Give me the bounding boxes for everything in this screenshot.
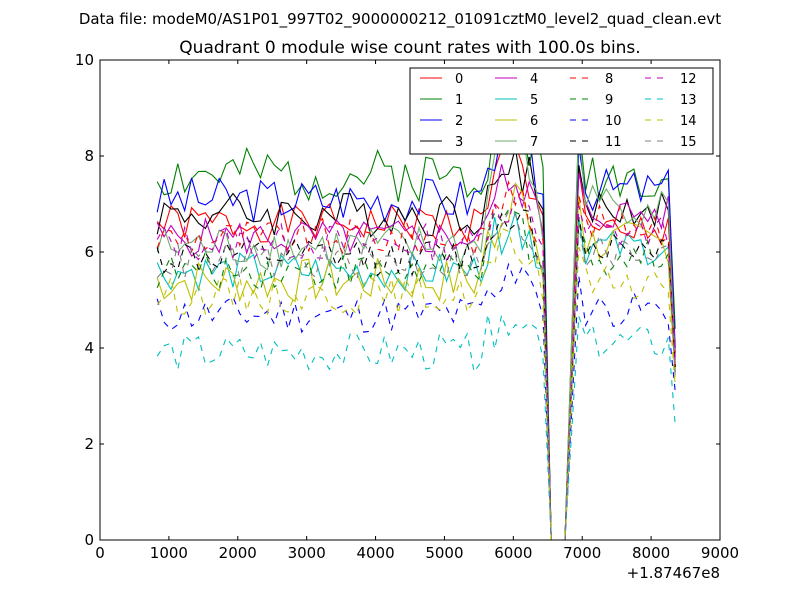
plot-frame (99, 59, 721, 541)
y-tick-label: 2 (84, 435, 94, 453)
series-line-3 (156, 147, 676, 541)
x-tick-label: 0 (95, 544, 105, 562)
y-tick-label: 4 (84, 339, 94, 357)
legend-label-7: 7 (530, 135, 538, 150)
legend-label-9: 9 (605, 93, 613, 108)
legend-label-6: 6 (530, 114, 538, 129)
x-tick-label: 9000 (701, 544, 739, 562)
legend-label-0: 0 (455, 72, 463, 87)
legend-label-14: 14 (680, 114, 697, 129)
legend-label-3: 3 (455, 135, 463, 150)
x-tick-label: 6000 (494, 544, 532, 562)
series-line-12 (156, 194, 676, 541)
legend-label-4: 4 (530, 72, 538, 87)
legend-label-2: 2 (455, 114, 463, 129)
legend-label-10: 10 (605, 114, 622, 129)
series-line-5 (156, 211, 676, 541)
legend-box (409, 67, 714, 155)
plot-lines (156, 92, 676, 541)
chart-title: Quadrant 0 module wise count rates with … (179, 38, 640, 58)
x-tick-label: 4000 (356, 544, 394, 562)
y-tick-label: 6 (84, 243, 94, 261)
x-tick-label: 8000 (632, 544, 670, 562)
series-line-10 (156, 262, 676, 541)
legend-label-13: 13 (680, 93, 697, 108)
legend-label-12: 12 (680, 72, 697, 87)
legend-label-15: 15 (680, 135, 697, 150)
series-line-8 (156, 179, 676, 541)
series-line-7 (156, 104, 676, 541)
y-tick-label: 0 (84, 531, 94, 549)
series-line-9 (156, 209, 676, 541)
axes: 0 1000 2000 3000 4000 5000 6000 7000 8000 9000 0 2 4… (75, 51, 739, 562)
legend-label-5: 5 (530, 93, 538, 108)
x-tick-label: 1000 (150, 544, 188, 562)
series-line-1 (156, 92, 676, 541)
suptitle: Data file: modeM0/AS1P01_997T02_90000002… (79, 10, 721, 29)
y-tick-label: 8 (84, 147, 94, 165)
x-tick-label: 7000 (563, 544, 601, 562)
x-offset-label: +1.87467e8 (627, 564, 720, 582)
legend-label-11: 11 (605, 135, 622, 150)
x-tick-label: 2000 (219, 544, 257, 562)
series-line-2 (156, 124, 676, 541)
x-tick-label: 3000 (288, 544, 326, 562)
legend-label-1: 1 (455, 93, 463, 108)
y-tick-label: 10 (75, 51, 94, 69)
legend-label-8: 8 (605, 72, 613, 87)
series-line-15 (156, 210, 676, 541)
series-line-14 (156, 227, 676, 541)
x-tick-label: 5000 (425, 544, 463, 562)
